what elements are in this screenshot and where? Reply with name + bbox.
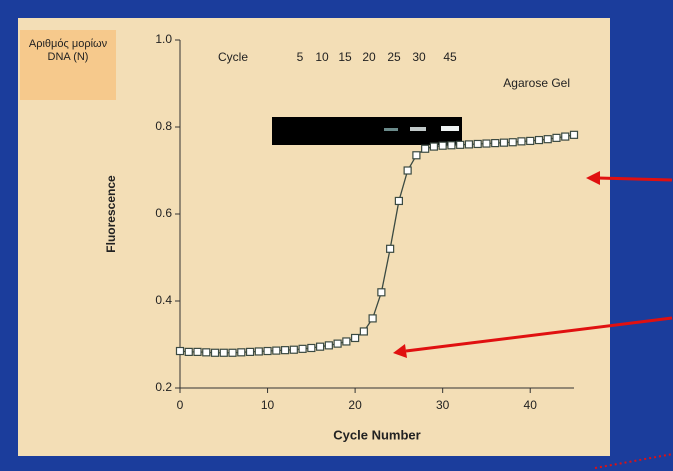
dotted-line — [595, 454, 673, 468]
gel-band — [441, 126, 459, 131]
data-point — [544, 136, 551, 143]
data-point — [562, 133, 569, 140]
label-box: Αριθμός μορίων DNA (N) — [20, 30, 116, 100]
data-point — [273, 347, 280, 354]
gel-lane-label: 25 — [387, 50, 401, 64]
y-tick-label: 0.4 — [155, 293, 172, 307]
x-tick-label: 0 — [177, 398, 184, 412]
x-axis-title: Cycle Number — [333, 427, 420, 442]
gel-lane-label: 30 — [412, 50, 426, 64]
data-point — [527, 137, 534, 144]
data-point — [430, 143, 437, 150]
data-point — [483, 140, 490, 147]
gel-band — [384, 128, 398, 131]
data-point — [448, 142, 455, 149]
x-tick-label: 10 — [261, 398, 275, 412]
data-point — [264, 348, 271, 355]
data-point — [535, 137, 542, 144]
data-point — [474, 140, 481, 147]
data-point — [229, 349, 236, 356]
data-point — [500, 139, 507, 146]
gel-lane-label: 45 — [443, 50, 457, 64]
data-point — [317, 343, 324, 350]
gel-lane-label: 15 — [338, 50, 352, 64]
arrow-line — [598, 178, 672, 180]
gel-image — [272, 117, 462, 145]
gel-cycle-label: Cycle — [218, 50, 248, 64]
y-tick-label: 1.0 — [155, 32, 172, 46]
data-point — [378, 289, 385, 296]
data-point — [194, 348, 201, 355]
data-point — [369, 315, 376, 322]
data-point — [387, 245, 394, 252]
data-point — [238, 349, 245, 356]
gel-title: Agarose Gel — [503, 76, 570, 90]
slide: Cycle Agarose Gel Fluorescence Cycle Num… — [0, 0, 673, 471]
data-point — [404, 167, 411, 174]
data-point — [247, 348, 254, 355]
data-point — [360, 328, 367, 335]
y-tick-label: 0.2 — [155, 380, 172, 394]
data-point — [465, 141, 472, 148]
data-point — [282, 347, 289, 354]
data-point — [422, 145, 429, 152]
y-axis-title: Fluorescence — [104, 175, 118, 253]
data-point — [553, 134, 560, 141]
gel-band — [410, 127, 426, 131]
gel-lane-label: 5 — [297, 50, 304, 64]
data-point — [509, 139, 516, 146]
x-tick-label: 20 — [348, 398, 362, 412]
x-tick-label: 40 — [524, 398, 538, 412]
data-point — [413, 152, 420, 159]
data-point — [255, 348, 262, 355]
data-point — [395, 197, 402, 204]
data-point — [308, 344, 315, 351]
data-point — [212, 349, 219, 356]
data-point — [185, 348, 192, 355]
gel-lane-label: 10 — [315, 50, 329, 64]
data-point — [334, 340, 341, 347]
gel-lane-label: 20 — [362, 50, 376, 64]
x-tick-label: 30 — [436, 398, 450, 412]
data-point — [220, 349, 227, 356]
data-point — [352, 334, 359, 341]
data-point — [492, 140, 499, 147]
data-point — [203, 349, 210, 356]
data-point — [571, 131, 578, 138]
data-point — [439, 142, 446, 149]
data-point — [290, 346, 297, 353]
data-point — [518, 138, 525, 145]
y-tick-label: 0.8 — [155, 119, 172, 133]
data-point — [177, 348, 184, 355]
y-tick-label: 0.6 — [155, 206, 172, 220]
data-point — [457, 141, 464, 148]
data-point — [299, 345, 306, 352]
data-point — [325, 342, 332, 349]
data-point — [343, 338, 350, 345]
